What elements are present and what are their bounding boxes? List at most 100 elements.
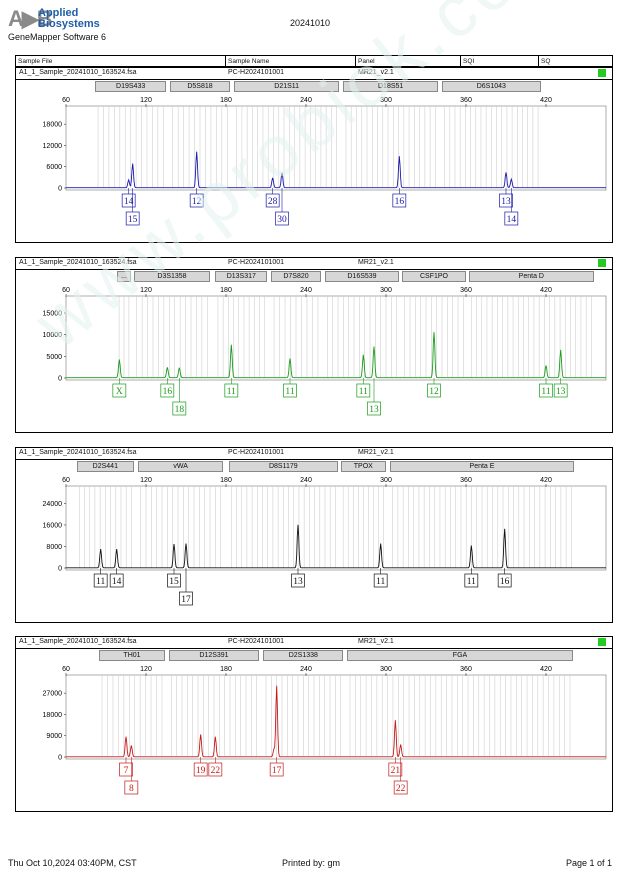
y-tick-label: 10000 bbox=[43, 332, 63, 339]
sample-info-row: A1_1_Sample_20241010_163524.fsa PC-H20241… bbox=[16, 68, 612, 80]
col-sqi: SQI bbox=[461, 56, 539, 66]
peak-allele-label: 16 bbox=[500, 577, 510, 587]
report-date: 20241010 bbox=[290, 18, 331, 28]
signal-trace bbox=[66, 332, 606, 379]
locus-label: D2S441 bbox=[76, 461, 134, 472]
peak-label-box bbox=[125, 211, 140, 226]
peak-label-box bbox=[291, 573, 305, 588]
x-tick-label: 120 bbox=[140, 287, 152, 294]
sq-status-indicator bbox=[598, 69, 606, 77]
locus-label: D12S391 bbox=[168, 650, 260, 661]
locus-label: D6S1043 bbox=[442, 81, 541, 92]
electropherogram-chart: 60 120 180 240 300 360 420 0 8000 16000 24000 11 14 1… bbox=[43, 477, 607, 606]
footer-printed-by: Printed by: gm bbox=[282, 858, 341, 868]
sample-info-row: A1_1_Sample_20241010_163524.fsa PC-H20241… bbox=[16, 448, 612, 460]
y-tick-label: 18000 bbox=[43, 122, 63, 129]
x-tick-label: 120 bbox=[140, 477, 152, 484]
peak-label-box bbox=[539, 383, 553, 398]
electropherogram-panel: A1_1_Sample_20241010_163524.fsa PC-H20241… bbox=[15, 67, 613, 243]
peak-allele-label: 22 bbox=[211, 766, 221, 776]
peak-label-box bbox=[179, 591, 193, 606]
peak-allele-label: 11 bbox=[541, 387, 550, 397]
applied-biosystems-logo: A▶B Applied Biosystems bbox=[8, 6, 118, 46]
peak-label-box bbox=[109, 573, 124, 588]
sample-file-label: A1_1_Sample_20241010_163524.fsa bbox=[19, 69, 137, 76]
peak-label-box bbox=[224, 383, 239, 398]
electropherogram-panel: A1_1_Sample_20241010_163524.fsa PC-H20241… bbox=[15, 636, 613, 812]
x-tick-label: 300 bbox=[380, 666, 392, 673]
peak-allele-label: 8 bbox=[129, 784, 134, 794]
peak-allele-label: 7 bbox=[124, 766, 129, 776]
x-tick-label: 360 bbox=[460, 97, 472, 104]
sample-file-label: A1_1_Sample_20241010_163524.fsa bbox=[19, 638, 137, 645]
peak-allele-label: 13 bbox=[556, 387, 566, 397]
peak-label-box bbox=[356, 383, 371, 398]
locus-label: D21S11 bbox=[234, 81, 340, 92]
sample-name-label: PC-H2024101001 bbox=[228, 259, 285, 266]
y-tick-label: 0 bbox=[58, 755, 62, 762]
x-tick-label: 300 bbox=[380, 287, 392, 294]
x-tick-label: 420 bbox=[540, 287, 552, 294]
ab-logo-icon: A▶B bbox=[8, 6, 53, 31]
x-tick-label: 180 bbox=[220, 97, 232, 104]
peak-allele-label: 15 bbox=[128, 215, 138, 225]
locus-label: D7S820 bbox=[271, 271, 321, 282]
footer-timestamp: Thu Oct 10,2024 03:40PM, CST bbox=[8, 858, 137, 868]
peak-allele-label: 11 bbox=[376, 577, 385, 587]
locus-label: D2S1338 bbox=[263, 650, 344, 661]
peak-allele-label: 11 bbox=[96, 577, 105, 587]
panel-label: MR21_v2.1 bbox=[358, 638, 394, 645]
x-tick-label: 300 bbox=[380, 477, 392, 484]
col-sample-name: Sample Name bbox=[226, 56, 356, 66]
locus-label: D18S51 bbox=[343, 81, 438, 92]
locus-label: ... bbox=[116, 271, 132, 282]
peak-label-box bbox=[160, 383, 175, 398]
peak-label-box bbox=[265, 193, 280, 208]
peak-allele-label: 21 bbox=[391, 766, 401, 776]
electropherogram-panel: A1_1_Sample_20241010_163524.fsa PC-H20241… bbox=[15, 257, 613, 433]
peak-label-box bbox=[553, 383, 568, 398]
column-header-row: Sample File Sample Name Panel SQI SQ bbox=[15, 55, 613, 67]
logo-text: Applied Biosystems bbox=[38, 7, 100, 30]
signal-trace bbox=[66, 685, 606, 758]
peak-label-box bbox=[499, 193, 513, 208]
peak-label-box bbox=[283, 383, 297, 398]
peak-allele-label: 11 bbox=[285, 387, 294, 397]
locus-label: D3S1358 bbox=[134, 271, 210, 282]
x-tick-label: 420 bbox=[540, 97, 552, 104]
panel-label: MR21_v2.1 bbox=[358, 259, 394, 266]
peak-label-box bbox=[367, 401, 381, 416]
x-tick-label: 360 bbox=[460, 666, 472, 673]
peak-allele-label: 13 bbox=[293, 577, 303, 587]
x-tick-label: 240 bbox=[300, 666, 312, 673]
x-tick-label: 360 bbox=[460, 287, 472, 294]
y-tick-label: 0 bbox=[58, 376, 62, 383]
peak-label-box bbox=[167, 573, 181, 588]
y-tick-label: 12000 bbox=[43, 143, 63, 150]
locus-label: Penta D bbox=[468, 271, 594, 282]
peak-allele-label: 15 bbox=[169, 577, 179, 587]
sample-name-label: PC-H2024101001 bbox=[228, 69, 285, 76]
peak-label-box bbox=[388, 762, 403, 777]
peak-label-box bbox=[124, 780, 139, 795]
peak-label-box bbox=[393, 780, 408, 795]
peak-allele-label: 30 bbox=[277, 215, 287, 225]
y-tick-label: 18000 bbox=[43, 712, 63, 719]
peak-allele-label: 17 bbox=[181, 595, 191, 605]
peak-allele-label: 28 bbox=[268, 197, 278, 207]
x-tick-label: 60 bbox=[62, 287, 70, 294]
y-tick-label: 8000 bbox=[46, 544, 62, 551]
y-tick-label: 16000 bbox=[43, 522, 63, 529]
locus-label: TPOX bbox=[340, 461, 386, 472]
peak-allele-label: 11 bbox=[227, 387, 236, 397]
locus-label: D16S539 bbox=[324, 271, 400, 282]
peak-label-box bbox=[93, 573, 108, 588]
peak-label-box bbox=[464, 573, 479, 588]
locus-label: TH01 bbox=[99, 650, 165, 661]
peak-allele-label: 16 bbox=[163, 387, 173, 397]
peak-allele-label: 14 bbox=[124, 197, 134, 207]
peak-allele-label: 11 bbox=[359, 387, 368, 397]
x-tick-label: 360 bbox=[460, 477, 472, 484]
y-tick-label: 0 bbox=[58, 566, 62, 573]
sample-info-row: A1_1_Sample_20241010_163524.fsa PC-H20241… bbox=[16, 637, 612, 649]
